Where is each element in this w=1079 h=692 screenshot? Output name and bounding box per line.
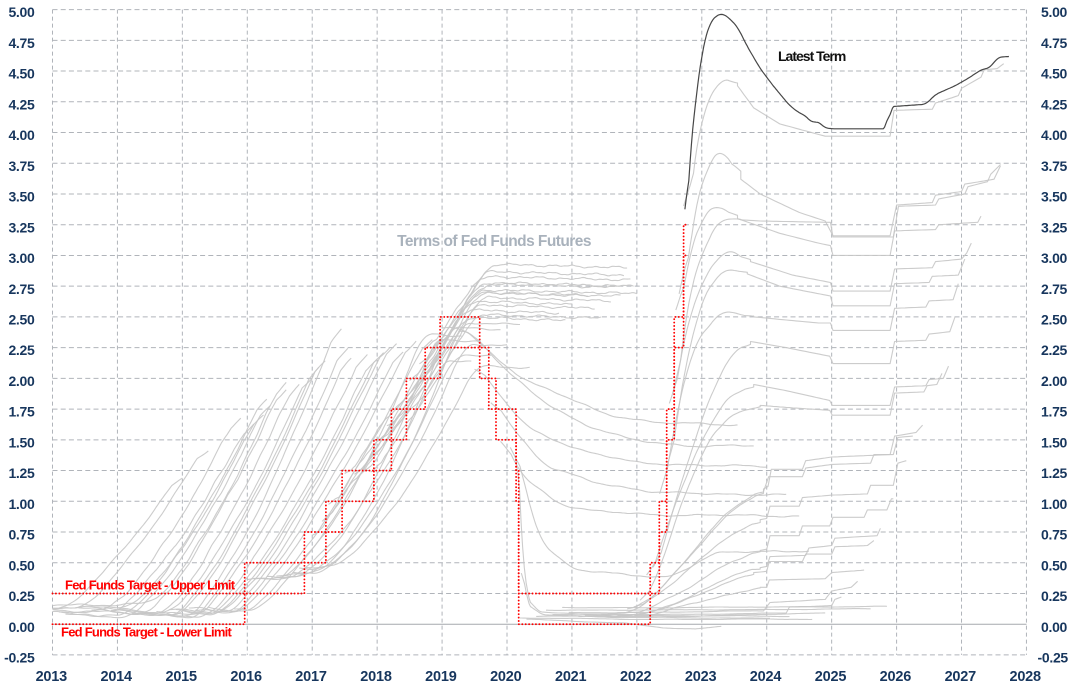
svg-text:Fed Funds Target - Upper Limit: Fed Funds Target - Upper Limit xyxy=(65,578,236,593)
svg-text:2026: 2026 xyxy=(880,669,912,685)
svg-text:2013: 2013 xyxy=(36,669,68,685)
svg-text:-0.25: -0.25 xyxy=(4,650,35,666)
svg-text:3.50: 3.50 xyxy=(1041,189,1068,205)
svg-text:4.25: 4.25 xyxy=(1041,96,1068,112)
svg-text:Terms of Fed Funds Futures: Terms of Fed Funds Futures xyxy=(397,233,591,250)
svg-text:1.75: 1.75 xyxy=(8,404,35,420)
svg-text:2014: 2014 xyxy=(100,669,132,685)
svg-text:2017: 2017 xyxy=(295,669,327,685)
svg-text:2.00: 2.00 xyxy=(1041,373,1068,389)
svg-text:2024: 2024 xyxy=(750,669,782,685)
svg-text:2016: 2016 xyxy=(230,669,262,685)
svg-text:2015: 2015 xyxy=(165,669,197,685)
svg-text:4.75: 4.75 xyxy=(1041,35,1068,51)
svg-text:3.75: 3.75 xyxy=(1041,158,1068,174)
svg-text:1.25: 1.25 xyxy=(1041,465,1068,481)
svg-text:4.25: 4.25 xyxy=(8,96,35,112)
svg-text:2.25: 2.25 xyxy=(8,342,35,358)
svg-text:3.00: 3.00 xyxy=(8,250,35,266)
svg-text:3.00: 3.00 xyxy=(1041,250,1068,266)
svg-text:0.25: 0.25 xyxy=(1041,588,1068,604)
svg-text:1.00: 1.00 xyxy=(8,496,35,512)
svg-text:2020: 2020 xyxy=(490,669,522,685)
svg-text:2027: 2027 xyxy=(945,669,977,685)
svg-text:5.00: 5.00 xyxy=(8,4,35,20)
svg-text:2028: 2028 xyxy=(1009,669,1041,685)
svg-text:Fed Funds Target - Lower Limi: Fed Funds Target - Lower Limit xyxy=(61,625,233,640)
svg-text:4.75: 4.75 xyxy=(8,35,35,51)
svg-text:2.00: 2.00 xyxy=(8,373,35,389)
svg-text:2022: 2022 xyxy=(620,669,652,685)
svg-text:4.50: 4.50 xyxy=(1041,66,1068,82)
svg-text:2025: 2025 xyxy=(815,669,847,685)
svg-text:4.50: 4.50 xyxy=(8,66,35,82)
svg-text:0.75: 0.75 xyxy=(1041,527,1068,543)
svg-text:1.50: 1.50 xyxy=(1041,434,1068,450)
svg-text:2023: 2023 xyxy=(685,669,717,685)
svg-text:1.25: 1.25 xyxy=(8,465,35,481)
svg-text:0.00: 0.00 xyxy=(1041,619,1068,635)
svg-text:4.00: 4.00 xyxy=(8,127,35,143)
svg-text:3.75: 3.75 xyxy=(8,158,35,174)
svg-text:5.00: 5.00 xyxy=(1041,4,1068,20)
svg-text:0.25: 0.25 xyxy=(8,588,35,604)
svg-text:0.75: 0.75 xyxy=(8,527,35,543)
svg-text:3.25: 3.25 xyxy=(8,219,35,235)
svg-text:1.00: 1.00 xyxy=(1041,496,1068,512)
svg-text:2.75: 2.75 xyxy=(1041,281,1068,297)
svg-text:2018: 2018 xyxy=(360,669,392,685)
svg-text:2.50: 2.50 xyxy=(1041,312,1068,328)
svg-text:1.50: 1.50 xyxy=(8,434,35,450)
svg-text:-0.25: -0.25 xyxy=(1038,650,1069,666)
svg-text:3.50: 3.50 xyxy=(8,189,35,205)
svg-text:2.25: 2.25 xyxy=(1041,342,1068,358)
svg-text:2.50: 2.50 xyxy=(8,312,35,328)
svg-text:4.00: 4.00 xyxy=(1041,127,1068,143)
svg-text:0.50: 0.50 xyxy=(8,557,35,573)
svg-text:Latest Term: Latest Term xyxy=(778,48,846,64)
svg-text:3.25: 3.25 xyxy=(1041,219,1068,235)
svg-text:0.00: 0.00 xyxy=(8,619,35,635)
svg-text:2021: 2021 xyxy=(555,669,587,685)
svg-text:2019: 2019 xyxy=(425,669,457,685)
svg-text:1.75: 1.75 xyxy=(1041,404,1068,420)
svg-text:2.75: 2.75 xyxy=(8,281,35,297)
svg-text:0.50: 0.50 xyxy=(1041,557,1068,573)
